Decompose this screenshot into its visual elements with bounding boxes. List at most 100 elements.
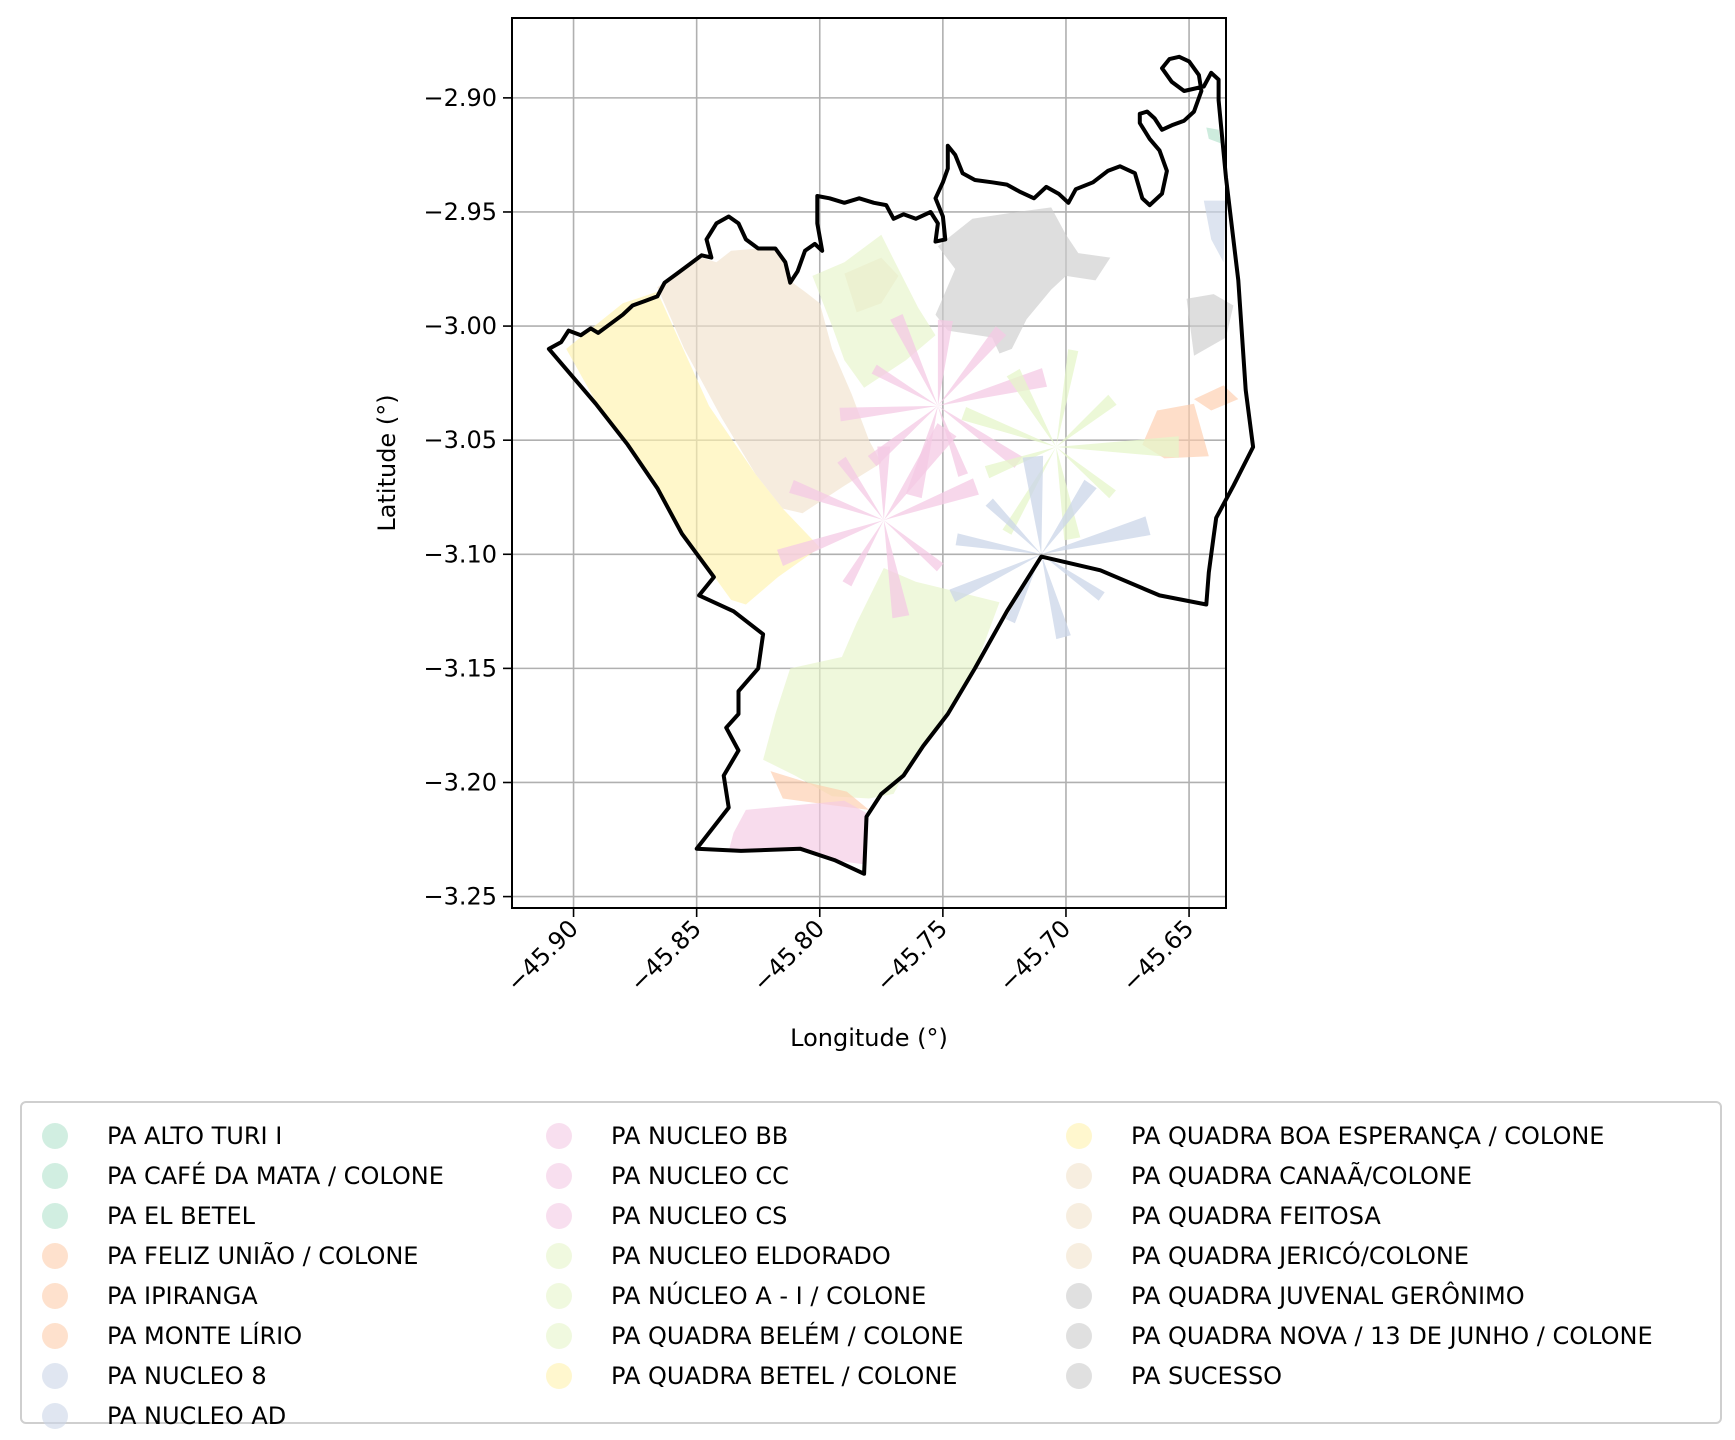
legend-label: PA MONTE LÍRIO	[107, 1322, 303, 1350]
settlement-spoke	[789, 480, 884, 521]
legend-label: PA NUCLEO CC	[611, 1162, 789, 1190]
legend-label: PA QUADRA JERICÓ/COLONE	[1131, 1242, 1469, 1270]
y-axis-label: Latitude (°)	[373, 394, 401, 531]
legend-label: PA QUADRA BOA ESPERANÇA / COLONE	[1131, 1122, 1605, 1150]
legend-label: PA FELIZ UNIÃO / COLONE	[107, 1242, 419, 1270]
legend-marker	[42, 1323, 68, 1349]
y-tick-label: −3.10	[423, 540, 497, 568]
legend: PA ALTO TURI I PA CAFÉ DA MATA / COLONE PA…	[20, 1101, 1722, 1430]
legend-marker	[42, 1283, 68, 1309]
x-tick-label: −45.70	[994, 914, 1077, 997]
settlement-spoke	[839, 405, 938, 422]
settlement-spoke	[937, 319, 953, 406]
settlement-spoke	[984, 447, 1057, 479]
settlement-spoke	[937, 405, 1023, 468]
plot-frame	[511, 17, 1227, 909]
y-tick-label: −2.90	[423, 84, 497, 112]
settlement-spoke	[837, 456, 884, 521]
legend-marker	[1066, 1283, 1092, 1309]
x-axis-label: Longitude (°)	[790, 1024, 948, 1052]
legend-marker	[42, 1203, 68, 1229]
settlement-patch	[728, 800, 869, 865]
settlement-spoke	[883, 520, 910, 619]
settlement-patch	[763, 568, 1000, 799]
settlement-patch	[1203, 200, 1226, 263]
legend-marker	[42, 1163, 68, 1189]
y-tick-label: −3.05	[423, 426, 497, 454]
legend-label: PA QUADRA BELÉM / COLONE	[611, 1322, 964, 1350]
legend-label: PA QUADRA CANAÃ/COLONE	[1131, 1162, 1472, 1190]
y-tick-label: −3.25	[423, 883, 497, 911]
legend-label: PA CAFÉ DA MATA / COLONE	[107, 1162, 444, 1190]
y-tick-label: −2.95	[423, 198, 497, 226]
settlement-spoke	[1056, 447, 1116, 499]
settlement-spoke	[1006, 368, 1057, 447]
boundary-outline	[546, 54, 1256, 876]
y-tick-label: −3.20	[423, 768, 497, 796]
legend-label: PA SUCESSO	[1131, 1362, 1283, 1390]
legend-label: PA EL BETEL	[107, 1202, 255, 1230]
settlement-spoke	[842, 520, 884, 587]
settlement-spoke	[890, 314, 938, 406]
settlement-spoke	[1041, 479, 1097, 555]
legend-label: PA IPIRANGA	[107, 1282, 258, 1310]
legend-marker	[546, 1123, 572, 1149]
settlement-spoke	[949, 554, 1042, 602]
legend-label: PA NÚCLEO A - I / COLONE	[611, 1282, 927, 1310]
settlement-spoke	[877, 446, 891, 521]
x-tick-label: −45.85	[624, 914, 707, 997]
settlement-patch	[1194, 385, 1239, 411]
settlement-spoke	[937, 326, 1007, 406]
settlement-spoke	[955, 533, 1042, 555]
settlement-spoke	[1056, 436, 1179, 458]
legend-marker	[546, 1283, 572, 1309]
x-tick-label: −45.75	[870, 914, 953, 997]
settlement-spoke	[985, 498, 1042, 555]
legend-label: PA QUADRA BETEL / COLONE	[611, 1362, 958, 1390]
settlement-patch	[566, 291, 820, 605]
settlement-patches	[566, 127, 1239, 865]
legend-label: PA QUADRA JUVENAL GERÔNIMO	[1131, 1282, 1525, 1310]
legend-marker	[1066, 1163, 1092, 1189]
legend-marker	[42, 1363, 68, 1389]
settlement-patch	[770, 771, 869, 810]
legend-marker	[42, 1123, 68, 1149]
settlement-spoke	[883, 520, 944, 572]
settlement-patch	[1206, 127, 1222, 144]
settlement-spoke	[883, 478, 979, 521]
plot-area	[511, 17, 1256, 909]
x-tick-label: −45.90	[501, 914, 584, 997]
legend-marker	[1066, 1323, 1092, 1349]
x-tick-label: −45.80	[747, 914, 830, 997]
legend-marker	[546, 1163, 572, 1189]
settlement-spoke	[883, 423, 957, 521]
settlement-patch	[812, 234, 936, 388]
y-tick-label: −3.15	[423, 654, 497, 682]
settlement-spoke	[1056, 447, 1081, 541]
legend-marker	[546, 1323, 572, 1349]
settlement-patch	[1186, 294, 1234, 356]
settlement-spoke	[1041, 554, 1071, 640]
settlement-spoke	[1041, 516, 1151, 555]
settlement-spoke	[1056, 349, 1079, 447]
legend-label: PA QUADRA NOVA / 13 DE JUNHO / COLONE	[1131, 1322, 1653, 1350]
settlement-spoke	[1056, 394, 1117, 447]
y-tick-label: −3.00	[423, 312, 497, 340]
legend-label: PA NUCLEO CS	[611, 1202, 788, 1230]
legend-marker	[546, 1203, 572, 1229]
legend-marker	[42, 1243, 68, 1269]
municipality-boundary	[546, 54, 1256, 876]
settlement-patch	[657, 248, 882, 514]
settlement-spoke	[961, 407, 1057, 447]
legend-marker	[546, 1363, 572, 1389]
legend-label: PA NUCLEO AD	[107, 1402, 287, 1430]
settlement-spoke	[777, 520, 884, 566]
settlement-spoke	[1022, 455, 1044, 555]
settlement-spoke	[1041, 554, 1105, 601]
legend-marker	[42, 1403, 68, 1429]
legend-marker	[1066, 1363, 1092, 1389]
x-tick-label: −45.65	[1117, 914, 1200, 997]
legend-marker	[1066, 1203, 1092, 1229]
legend-label: PA NUCLEO 8	[107, 1362, 267, 1390]
